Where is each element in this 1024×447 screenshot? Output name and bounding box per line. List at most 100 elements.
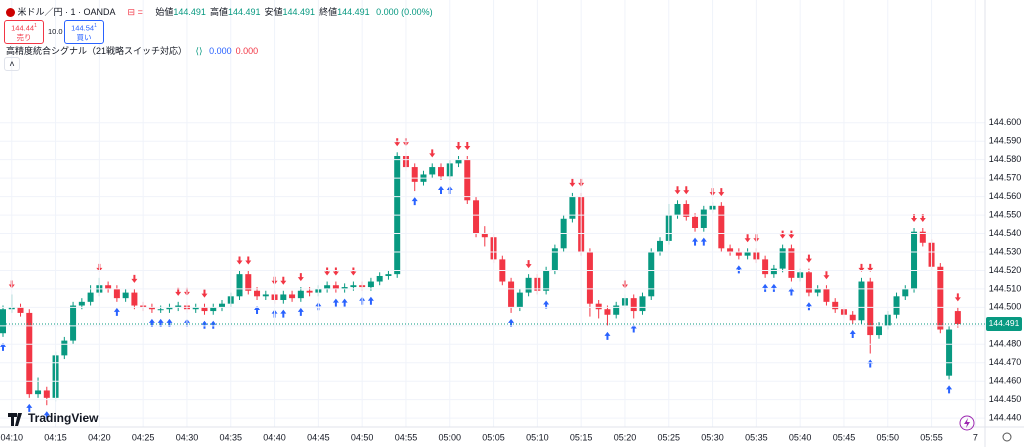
sell-price: 144.44: [11, 23, 35, 33]
buy-signal: [166, 318, 173, 327]
spread: 10.0: [48, 27, 63, 36]
sell-signal: [911, 213, 918, 222]
buy-label: 買い: [76, 32, 92, 42]
legend-value: 144.491: [173, 7, 206, 17]
sell-signal: [324, 267, 331, 276]
y-tick-label: 144.560: [989, 191, 1022, 201]
header: 米ドル／円 · 1 · OANDA ⊟ = 始値144.491 高値144.491…: [6, 5, 433, 18]
x-tick-label: 05:50: [876, 432, 899, 442]
sell-signal: [280, 276, 287, 285]
alert-icon[interactable]: [959, 415, 975, 431]
sell-signal: [455, 141, 462, 150]
x-tick-label: 05:15: [570, 432, 593, 442]
x-tick-label: 04:10: [0, 432, 23, 442]
buy-signal: [630, 324, 637, 333]
sell-signal: [175, 287, 182, 296]
buy-signal: [43, 411, 50, 420]
x-tick-label: 05:40: [789, 432, 812, 442]
y-tick-label: 144.460: [989, 376, 1022, 386]
x-tick-label: 05:35: [745, 432, 768, 442]
x-tick-label: 04:15: [44, 432, 67, 442]
sell-signal: [805, 254, 812, 263]
legend-label: 終値: [319, 7, 338, 17]
x-tick-label: 05:05: [482, 432, 505, 442]
sell-signal: [718, 188, 725, 197]
collapse-button[interactable]: ˄: [4, 57, 20, 71]
indicator-value: 0.000: [209, 46, 232, 56]
sell-signal: [858, 263, 865, 272]
x-tick-label: 05:25: [657, 432, 680, 442]
sell-signal: [245, 256, 252, 265]
x-tick-label: 05:10: [526, 432, 549, 442]
legend-label: 高値: [209, 7, 228, 17]
legend-value: 144.491: [227, 7, 261, 17]
x-tick-label: 05:30: [701, 432, 724, 442]
settings-icon[interactable]: [1002, 432, 1012, 442]
y-tick-label: 144.570: [989, 173, 1022, 183]
brand-logo: TradingView: [8, 411, 99, 426]
sell-signal: [674, 186, 681, 195]
indicator-icon[interactable]: ⟨⟩: [195, 46, 203, 56]
sell-signal: [744, 234, 751, 243]
buy-signal: [762, 283, 769, 292]
buy-signal: [508, 318, 515, 327]
buy-signal: [700, 237, 707, 246]
legend-value: 144.491: [337, 7, 370, 17]
indicator-row: 高精度統合シグナル（21戦略スイッチ対応） ⟨⟩ 0.000 0.000: [6, 44, 258, 57]
flag-buttons[interactable]: ⊟ =: [127, 7, 143, 17]
buy-signal: [297, 307, 304, 316]
x-tick-label: 04:55: [395, 432, 418, 442]
indicator-name: 高精度統合シグナル（21戦略スイッチ対応）: [6, 46, 188, 56]
buy-signal: [210, 320, 217, 329]
buy-signal: [788, 287, 795, 296]
buy-price: 144.54: [71, 23, 95, 33]
x-tick-label: 05:45: [833, 432, 856, 442]
buy-price-sup: 1: [94, 23, 97, 29]
x-tick-label: 05:55: [920, 432, 943, 442]
y-tick-label: 144.480: [989, 339, 1022, 349]
legend-value: 144.491: [282, 7, 316, 17]
sell-signal: [954, 293, 961, 302]
buy-signal: [0, 342, 6, 351]
sell-signal: [788, 230, 795, 239]
sell-signal: [236, 256, 243, 265]
sell-button[interactable]: 144.441 売り: [4, 20, 44, 44]
x-tick-label: 04:45: [307, 432, 330, 442]
sell-signal: [525, 260, 532, 269]
buy-signal: [604, 331, 611, 340]
sell-signal: [919, 213, 926, 222]
buy-signal: [411, 197, 418, 206]
x-tick-label: 05:20: [614, 432, 637, 442]
y-tick-label: 144.530: [989, 246, 1022, 256]
last-price-tag: [986, 316, 1022, 331]
buy-signal: [157, 318, 164, 327]
x-tick-label: 04:20: [88, 432, 111, 442]
x-tick-label: 7: [973, 432, 978, 442]
buy-signal: [26, 403, 33, 412]
buy-button[interactable]: 144.541 買い: [64, 20, 104, 44]
sell-signal: [350, 267, 357, 276]
buy-signal: [341, 298, 348, 307]
brand-name: TradingView: [28, 411, 99, 425]
x-tick-label: 04:40: [263, 432, 286, 442]
flag-icon: [6, 8, 15, 18]
y-tick-label: 144.510: [989, 283, 1022, 293]
buy-signal: [805, 302, 812, 311]
y-tick-label: 144.440: [989, 413, 1022, 423]
buy-signal: [148, 318, 155, 327]
buy-signal: [113, 307, 120, 316]
x-tick-label: 05:00: [438, 432, 461, 442]
symbol-title: 米ドル／円 · 1 · OANDA: [17, 7, 116, 17]
sell-signal: [394, 138, 401, 147]
alert-bolt: [964, 418, 970, 428]
sell-price-sup: 1: [34, 23, 37, 29]
last-price-label: 144.491: [989, 318, 1020, 328]
y-tick-label: 144.580: [989, 154, 1022, 164]
legend-label: 始値: [155, 7, 174, 17]
x-tick-label: 04:50: [351, 432, 374, 442]
y-tick-label: 144.500: [989, 302, 1022, 312]
buy-signal: [543, 300, 550, 309]
x-tick-label: 04:35: [219, 432, 242, 442]
buy-signal: [280, 309, 287, 318]
